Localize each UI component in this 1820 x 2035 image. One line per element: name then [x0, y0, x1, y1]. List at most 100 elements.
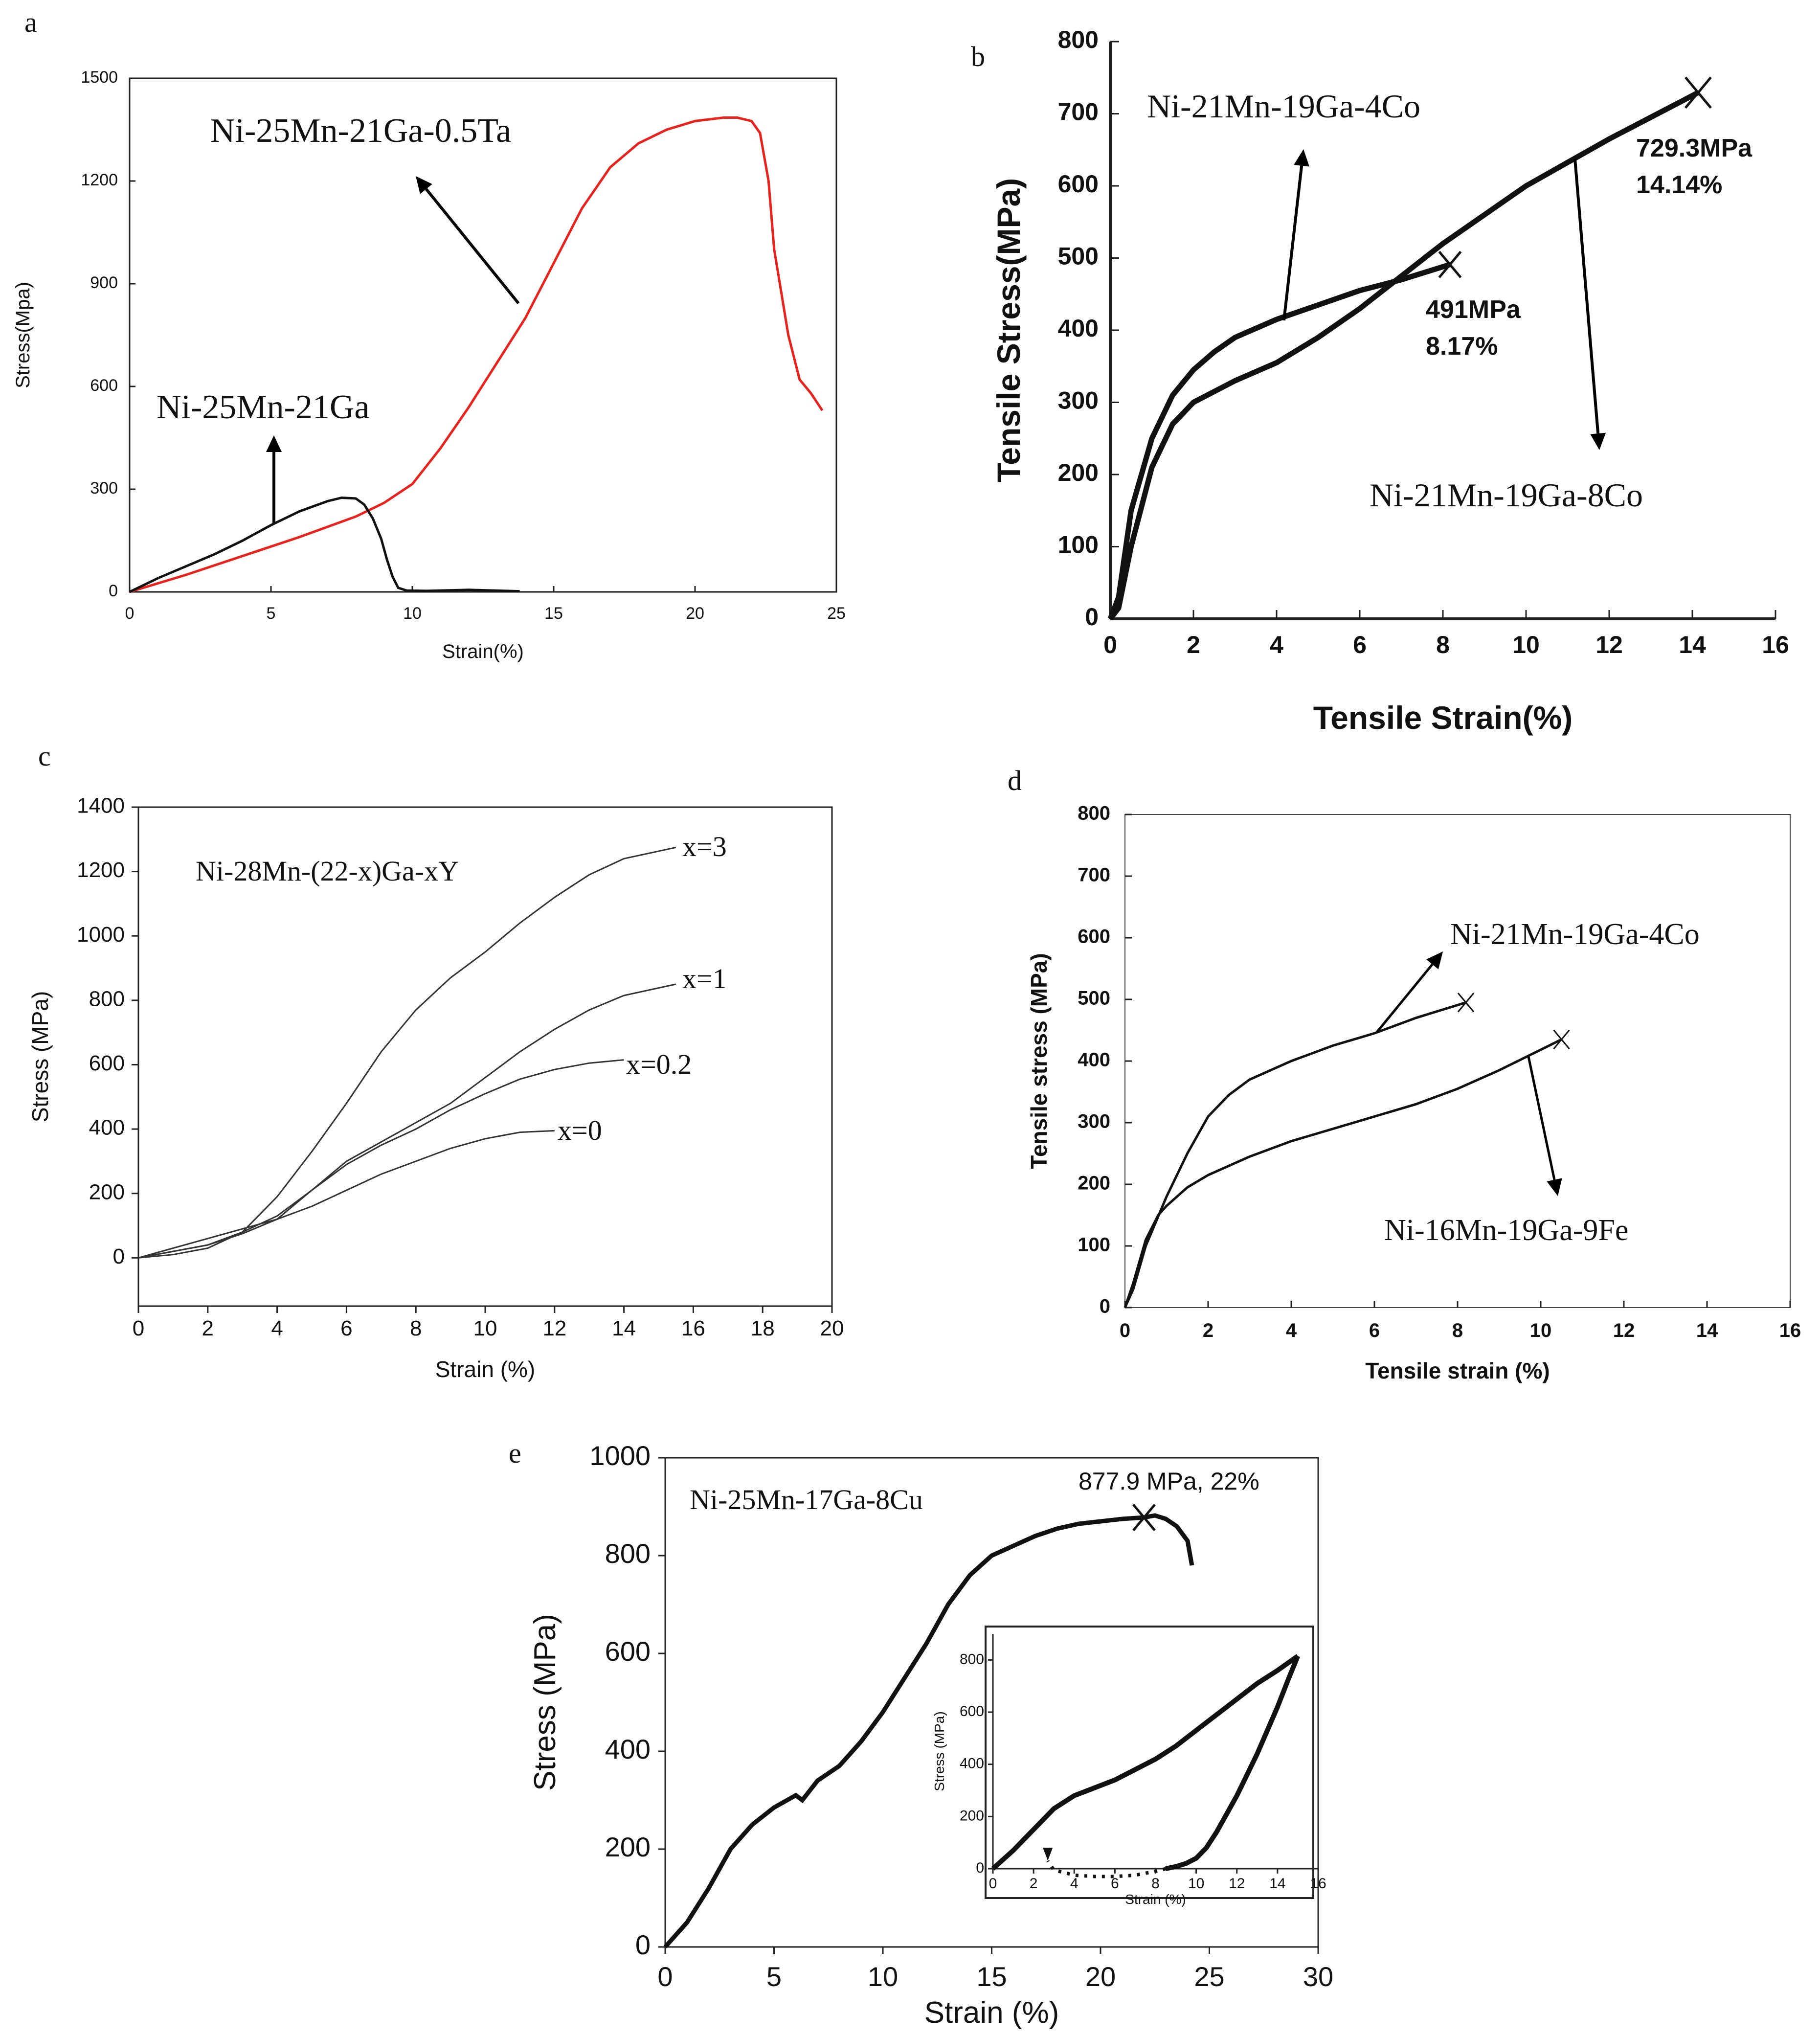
- panel-b-y-tick-label: 200: [1058, 459, 1099, 486]
- panel-b-y-tick-label: 300: [1058, 387, 1099, 414]
- panel-a-y-tick-label: 1500: [81, 68, 118, 87]
- panel-b-annotation-8co: Ni-21Mn-19Ga-8Co: [1370, 476, 1643, 514]
- panel-c-legend-title: Ni-28Mn-(22-x)Ga-xY: [196, 855, 459, 887]
- panel-c-y-tick-label: 1200: [77, 858, 125, 882]
- panel-b-arrow-4co-shaft: [1282, 165, 1303, 321]
- panel-a-x-axis-title: Strain(%): [442, 641, 524, 662]
- panel-c-y-tick-label: 0: [113, 1244, 125, 1268]
- panel-b-annotation-7293mpa: 729.3MPa: [1636, 134, 1753, 162]
- panel-c-x-tick-label: 12: [542, 1316, 566, 1340]
- panel-d-fracture-mark-4co-stroke-2: [1457, 993, 1475, 1013]
- panel-d-y-tick-label: 400: [1078, 1049, 1110, 1071]
- panel-c-x-tick-label: 4: [271, 1316, 283, 1340]
- panel-c-x-tick-label: 8: [410, 1316, 422, 1340]
- panel-e-fracture-mark-stroke-2: [1132, 1504, 1156, 1532]
- panel-a-y-tick-label: 900: [90, 273, 118, 292]
- panel-e-annotation-peak: 877.9 MPa, 22%: [1079, 1468, 1259, 1495]
- panel-b-y-tick-label: 0: [1085, 603, 1099, 631]
- panel-c-series-x0-line: [138, 1130, 555, 1259]
- panel-a-y-axis-title: Stress(Mpa): [12, 282, 34, 388]
- panel-b-x-axis-title: Tensile Strain(%): [1313, 700, 1573, 736]
- panel-c-series-label-x1: x=1: [682, 963, 727, 995]
- panel-c-series-label-x02: x=0.2: [626, 1048, 692, 1080]
- panel-b-label: b: [971, 41, 985, 72]
- panel-a: a 0 5 10 15 20 25 0 300 600 900 1200 1500 Strain(%) St…: [12, 6, 846, 662]
- panel-d-annotation-9fe: Ni-16Mn-19Ga-9Fe: [1384, 1214, 1628, 1247]
- panel-e-y-axis-title: Stress (MPa): [528, 1614, 562, 1791]
- panel-b-arrow-4co-head: [1294, 149, 1310, 167]
- panel-b-y-tick-label: 600: [1058, 170, 1099, 198]
- panel-c-x-tick-label: 10: [473, 1316, 497, 1340]
- panel-b-x-tick-label: 16: [1762, 631, 1789, 658]
- panel-d-y-tick-label: 600: [1078, 926, 1110, 948]
- panel-c-series-x02-line: [138, 1059, 624, 1259]
- panel-e-inset-x-tick-label: 14: [1269, 1876, 1285, 1892]
- panel-d-y-tick-label: 500: [1078, 988, 1110, 1009]
- panel-d-y-tick-label: 200: [1078, 1173, 1110, 1194]
- panel-c-y-tick-label: 200: [89, 1180, 125, 1204]
- panel-c-y-tick-label: 800: [89, 987, 125, 1011]
- panel-d-x-axis-title: Tensile strain (%): [1365, 1358, 1550, 1383]
- panel-e-inset-loading-line: [991, 1654, 1300, 1871]
- panel-e-inset-x-axis-title: Strain (%): [1125, 1892, 1186, 1907]
- panel-b-x-tick-label: 12: [1595, 631, 1623, 658]
- panel-d-x-tick-label: 4: [1286, 1320, 1297, 1341]
- panel-b-x-tick-label: 4: [1270, 631, 1283, 658]
- panel-b-annotation-4co: Ni-21Mn-19Ga-4Co: [1147, 88, 1420, 125]
- panel-d-x-tick-label: 6: [1369, 1320, 1380, 1341]
- panel-a-x-tick-label: 10: [403, 604, 422, 623]
- panel-d-x-tick-label: 16: [1779, 1320, 1801, 1341]
- panel-e-series-line: [663, 1513, 1194, 1948]
- panel-b-y-axis-title: Tensile Stress(MPa): [990, 178, 1027, 482]
- panel-e-x-tick-label: 10: [868, 1961, 898, 1992]
- panel-e-inset: 0 2 4 6 8 10 12 14 16 0 200 400 600 800 Strain (%) Stre…: [932, 1626, 1326, 1907]
- panel-a-x-tick-label: 15: [544, 604, 563, 623]
- panel-d-x-tick-label: 10: [1530, 1320, 1552, 1341]
- panel-b-series-8co-line: [1108, 90, 1700, 621]
- panel-e-inset-x-tick-label: 12: [1229, 1876, 1245, 1892]
- panel-c-y-tick-label: 600: [89, 1051, 125, 1075]
- panel-c-x-tick-label: 14: [612, 1316, 636, 1340]
- panel-c-series-label-x3: x=3: [682, 831, 727, 862]
- panel-e-label: e: [509, 1437, 521, 1469]
- panel-d-fracture-mark-9fe-stroke-2: [1553, 1029, 1570, 1050]
- panel-c-x-tick-label: 16: [681, 1316, 705, 1340]
- panel-e-inset-y-axis-title: Stress (MPa): [932, 1711, 947, 1791]
- panel-c-y-tick-label: 1000: [77, 923, 125, 947]
- panel-b-x-tick-label: 10: [1512, 631, 1540, 658]
- panel-a-arrow-ta-head: [416, 176, 432, 194]
- panel-b-x-tick-label: 0: [1103, 631, 1117, 658]
- panel-d-y-tick-label: 0: [1100, 1296, 1110, 1317]
- panel-b-arrow-8co-head: [1590, 432, 1606, 450]
- panel-d-arrow-9fe-shaft: [1527, 1056, 1556, 1180]
- panel-e-inset-x-tick-label: 4: [1070, 1876, 1079, 1892]
- panel-e-x-axis-title: Strain (%): [924, 1996, 1059, 2030]
- panel-e-x-tick-label: 0: [657, 1961, 673, 1992]
- panel-a-y-tick-label: 0: [109, 582, 118, 600]
- panel-e-inset-y-tick-label: 800: [960, 1651, 984, 1667]
- panel-a-x-tick-label: 0: [125, 604, 135, 623]
- panel-e-inset-y-tick-label: 200: [960, 1808, 984, 1824]
- panel-d-x-tick-label: 8: [1452, 1320, 1463, 1341]
- panel-d-y-tick-label: 800: [1078, 803, 1110, 824]
- panel-e-y-tick-label: 200: [605, 1832, 651, 1862]
- panel-a-label: a: [24, 6, 37, 38]
- panel-c: c0 2 4 6 8 10 12 14 16 18 200200400600800100012001…: [27, 740, 844, 1382]
- panel-d-x-tick-label: 0: [1120, 1320, 1130, 1341]
- panel-a-y-tick-label: 300: [90, 479, 118, 497]
- panel-a-series-ta-line: [129, 116, 824, 593]
- panel-a-x-tick-label: 20: [686, 604, 704, 623]
- panel-b: b 0 2 4 6 8 10 12 14 16 0 100 200 300 400 500 600 700 800 T…: [971, 26, 1789, 736]
- panel-e-y-tick-label: 600: [605, 1636, 651, 1667]
- panel-b-y-tick-label: 800: [1058, 26, 1099, 53]
- panel-c-x-tick-label: 6: [340, 1316, 352, 1340]
- panel-e-inset-unloading-line: [1165, 1655, 1301, 1871]
- panel-c-series-x3-line: [138, 846, 676, 1259]
- panel-d-series-9fe-line: [1123, 1038, 1562, 1308]
- panel-b-x-tick-label: 14: [1679, 631, 1706, 658]
- panel-e-inset-x-tick-label: 16: [1310, 1876, 1326, 1892]
- panel-d-y-tick-label: 700: [1078, 864, 1110, 886]
- panel-e-annotation-alloy: Ni-25Mn-17Ga-8Cu: [690, 1484, 923, 1515]
